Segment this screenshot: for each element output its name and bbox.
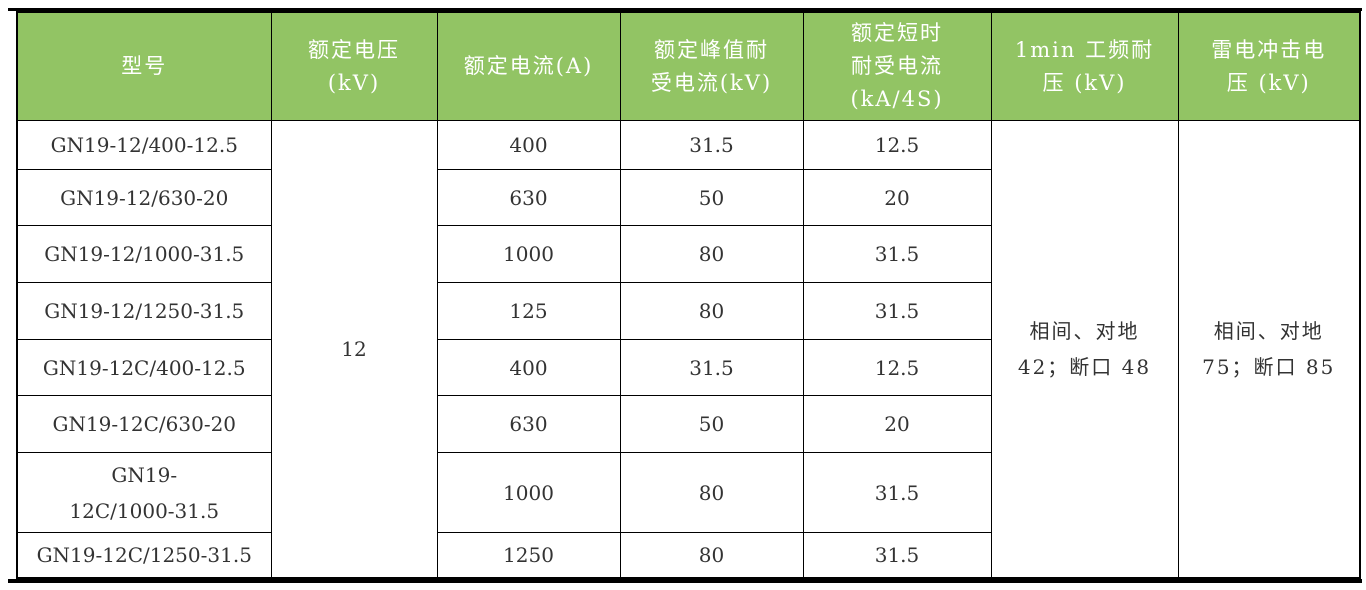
model-cell: GN19-12C/1250-31.5 <box>16 532 272 578</box>
column-header-lightning-impulse-voltage: 雷电冲击电 压 (kV) <box>1177 11 1361 121</box>
rated-current-cell: 1250 <box>436 532 621 578</box>
model-cell: GN19-12C/400-12.5 <box>16 339 272 396</box>
peak-current-cell: 31.5 <box>619 120 804 170</box>
short-time-current-cell: 12.5 <box>802 120 992 170</box>
model-cell: GN19-12/1250-31.5 <box>16 282 272 340</box>
model-cell: GN19-12/400-12.5 <box>16 120 272 170</box>
peak-current-cell: 80 <box>619 282 804 340</box>
rated-current-cell: 630 <box>436 395 621 453</box>
top-rule-divider <box>8 8 1362 11</box>
column-header-rated-voltage: 额定电压 (kV) <box>270 11 438 121</box>
peak-current-cell: 80 <box>619 452 804 533</box>
short-time-current-cell: 31.5 <box>802 225 992 283</box>
column-header-model: 型号 <box>16 11 272 121</box>
table-row: GN19-12C/400-12.5 400 31.5 12.5 <box>16 339 1360 396</box>
switch-spec-table: 型号 额定电压 (kV) 额定电流(A) 额定峰值耐 受电流(kV) 额定短时 … <box>16 11 1361 579</box>
header-row: 型号 额定电压 (kV) 额定电流(A) 额定峰值耐 受电流(kV) 额定短时 … <box>16 11 1361 121</box>
short-time-current-cell: 20 <box>802 169 992 226</box>
table-row: GN19-12/400-12.5 12 400 31.5 12.5 相间、对地 … <box>16 120 1361 578</box>
model-cell: GN19-12/630-20 <box>16 169 272 226</box>
rated-current-cell: 630 <box>436 169 621 226</box>
column-header-peak-withstand-current: 额定峰值耐 受电流(kV) <box>619 11 804 121</box>
rated-current-cell: 400 <box>436 339 621 396</box>
rated-current-cell: 400 <box>436 120 621 170</box>
peak-current-cell: 50 <box>619 395 804 453</box>
short-time-current-cell: 31.5 <box>802 452 992 533</box>
short-time-current-cell: 31.5 <box>802 532 992 578</box>
rated-current-cell: 1000 <box>436 225 621 283</box>
rated-voltage-cell: 12 <box>270 120 438 578</box>
rated-current-cell: 1000 <box>436 452 621 533</box>
peak-current-cell: 80 <box>619 532 804 578</box>
table-row: GN19-12C/1250-31.5 1250 80 31.5 <box>16 532 1360 578</box>
table-row: GN19- 12C/1000-31.5 1000 80 31.5 <box>16 452 1360 533</box>
rated-current-cell: 125 <box>436 282 621 340</box>
model-cell: GN19-12/1000-31.5 <box>16 225 272 283</box>
model-cell: GN19- 12C/1000-31.5 <box>16 452 272 533</box>
column-header-short-time-withstand-current: 额定短时 耐受电流 (kA/4S) <box>802 11 992 121</box>
peak-current-cell: 31.5 <box>619 339 804 396</box>
short-time-current-cell: 31.5 <box>802 282 992 340</box>
peak-current-cell: 50 <box>619 169 804 226</box>
column-header-power-frequency-withstand-voltage: 1min 工频耐 压 (kV) <box>990 11 1179 121</box>
column-header-rated-current: 额定电流(A) <box>436 11 621 121</box>
table-row: GN19-12/630-20 630 50 20 <box>16 169 1360 226</box>
bottom-rule-divider <box>8 579 1362 583</box>
short-time-current-cell: 12.5 <box>802 339 992 396</box>
lightning-impulse-cell: 相间、对地 75；断口 85 <box>1177 120 1361 578</box>
power-frequency-cell: 相间、对地 42；断口 48 <box>990 120 1179 578</box>
peak-current-cell: 80 <box>619 225 804 283</box>
short-time-current-cell: 20 <box>802 395 992 453</box>
model-cell: GN19-12C/630-20 <box>16 395 272 453</box>
table-row: GN19-12C/630-20 630 50 20 <box>16 395 1360 453</box>
